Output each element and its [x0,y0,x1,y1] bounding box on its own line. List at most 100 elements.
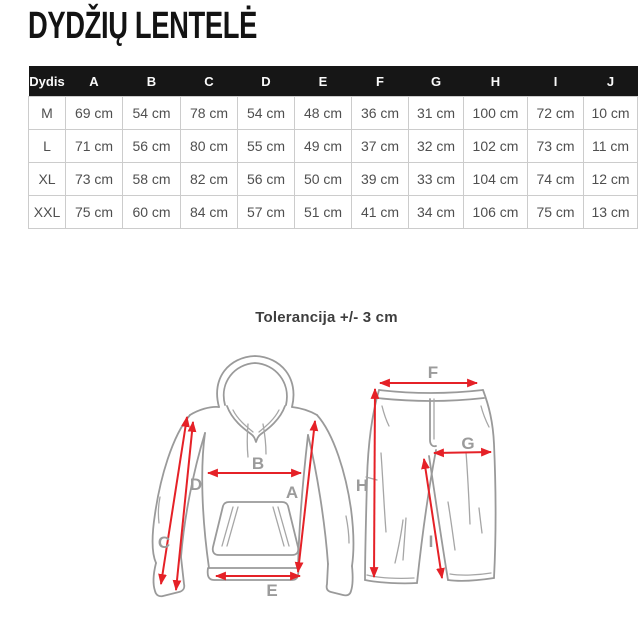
size-value-cell: 55 cm [237,129,295,163]
pants-right-hem-seam [449,572,492,576]
size-table-header-cell: G [408,66,464,97]
pants-crease-3 [402,517,407,561]
size-value-cell: 36 cm [351,96,409,130]
size-value-cell: 33 cm [408,162,464,196]
measurement-label-E: E [266,581,277,600]
hood-face-rim [226,405,286,443]
size-value-cell: 54 cm [237,96,295,130]
size-value-cell: 73 cm [65,162,123,196]
pants-waist-top [378,389,484,394]
pocket-slit-left-1 [221,506,234,547]
size-label-cell: M [28,96,66,130]
size-value-cell: 10 cm [583,96,638,130]
measurement-label-A: A [286,483,298,502]
measurement-label-B: B [252,454,264,473]
size-table-header-cell: A [65,66,123,97]
size-label-cell: L [28,129,66,163]
drawstring-left [246,423,249,458]
pants-pocket-right [480,405,490,428]
size-table-header-cell: I [527,66,584,97]
measurement-label-G: G [461,434,474,453]
sleeve-crease-left [157,496,161,524]
size-value-cell: 57 cm [237,195,295,229]
drawstring-right [262,423,267,455]
size-value-cell: 75 cm [527,195,584,229]
size-value-cell: 48 cm [294,96,352,130]
pants-left-hem [364,579,418,585]
size-table-row: L 71 cm 56 cm 80 cm 55 cm 49 cm 37 cm 32 cm 102 … [28,129,638,163]
size-value-cell: 71 cm [65,129,123,163]
size-value-cell: 39 cm [351,162,409,196]
size-value-cell: 69 cm [65,96,123,130]
size-table-row: XL 73 cm 58 cm 82 cm 56 cm 50 cm 39 cm 33 cm 104… [28,162,638,196]
size-label-cell: XXL [28,195,66,229]
measurement-arrow-A [294,419,319,574]
pants-crease-1 [380,452,387,533]
size-value-cell: 106 cm [463,195,528,229]
pocket-slit-right-2 [272,506,285,547]
page-title: DYDŽIŲ LENTELĖ [28,5,258,47]
size-value-cell: 60 cm [122,195,181,229]
size-table: Dydis A B C D E F G H I J M 69 cm 54 cm 78 cm 54 cm 48 … [28,66,638,229]
size-table-header-cell: F [351,66,409,97]
hoodie-body-left [201,432,210,569]
measurement-label-C: C [158,533,170,552]
hoodie-right-cuff [325,563,354,597]
size-value-cell: 12 cm [583,162,638,196]
measurement-label-F: F [428,363,438,382]
size-value-cell: 11 cm [583,129,638,163]
size-value-cell: 49 cm [294,129,352,163]
size-table-header-cell: B [122,66,181,97]
size-value-cell: 78 cm [180,96,238,130]
size-table-header-row: Dydis A B C D E F G H I J [28,66,638,97]
pants-crease-5 [447,501,456,551]
measurement-arrows: A B C D E F G H I [158,363,493,600]
measurement-arrow-I [421,457,445,580]
measurement-arrow-D [172,420,197,592]
size-value-cell: 56 cm [237,162,295,196]
hoodie-right-shoulder [291,406,318,416]
size-value-cell: 41 cm [351,195,409,229]
pants-right-outer [482,389,497,579]
size-value-cell: 102 cm [463,129,528,163]
size-value-cell: 51 cm [294,195,352,229]
pants-pocket-left [381,405,390,427]
hood-inner [222,362,288,406]
size-value-cell: 75 cm [65,195,123,229]
size-value-cell: 104 cm [463,162,528,196]
hoodie-right-sleeve-outer [316,414,355,567]
size-label-cell: XL [28,162,66,196]
measurement-label-H: H [356,476,368,495]
size-value-cell: 72 cm [527,96,584,130]
measurement-label-I: I [429,532,434,551]
measurement-arrow-G [432,447,493,458]
pants-crease-4 [465,451,471,525]
size-table-header-cell: D [237,66,295,97]
size-value-cell: 34 cm [408,195,464,229]
size-value-cell: 50 cm [294,162,352,196]
size-value-cell: 32 cm [408,129,464,163]
pocket-slit-left-2 [226,506,239,547]
size-value-cell: 80 cm [180,129,238,163]
pants-fly [429,398,437,448]
size-value-cell: 54 cm [122,96,181,130]
pants-crease-6 [478,507,483,534]
size-value-cell: 37 cm [351,129,409,163]
sleeve-crease-right [345,515,350,544]
size-table-row: XXL 75 cm 60 cm 84 cm 57 cm 51 cm 41 cm 34 cm 10… [28,195,638,229]
size-value-cell: 58 cm [122,162,181,196]
size-diagram: A B C D E F G H I [151,355,497,600]
measurement-label-D: D [190,475,202,494]
pants-right-hem [447,577,495,582]
size-table-row: M 69 cm 54 cm 78 cm 54 cm 48 cm 36 cm 31 cm 100 … [28,96,638,130]
pocket-slit-right-1 [277,506,290,547]
hoodie-left-shoulder [189,405,220,416]
size-value-cell: 73 cm [527,129,584,163]
measurement-arrow-H [369,387,380,579]
size-value-cell: 82 cm [180,162,238,196]
size-value-cell: 31 cm [408,96,464,130]
size-table-header-cell: J [583,66,638,97]
size-value-cell: 56 cm [122,129,181,163]
size-value-cell: 100 cm [463,96,528,130]
